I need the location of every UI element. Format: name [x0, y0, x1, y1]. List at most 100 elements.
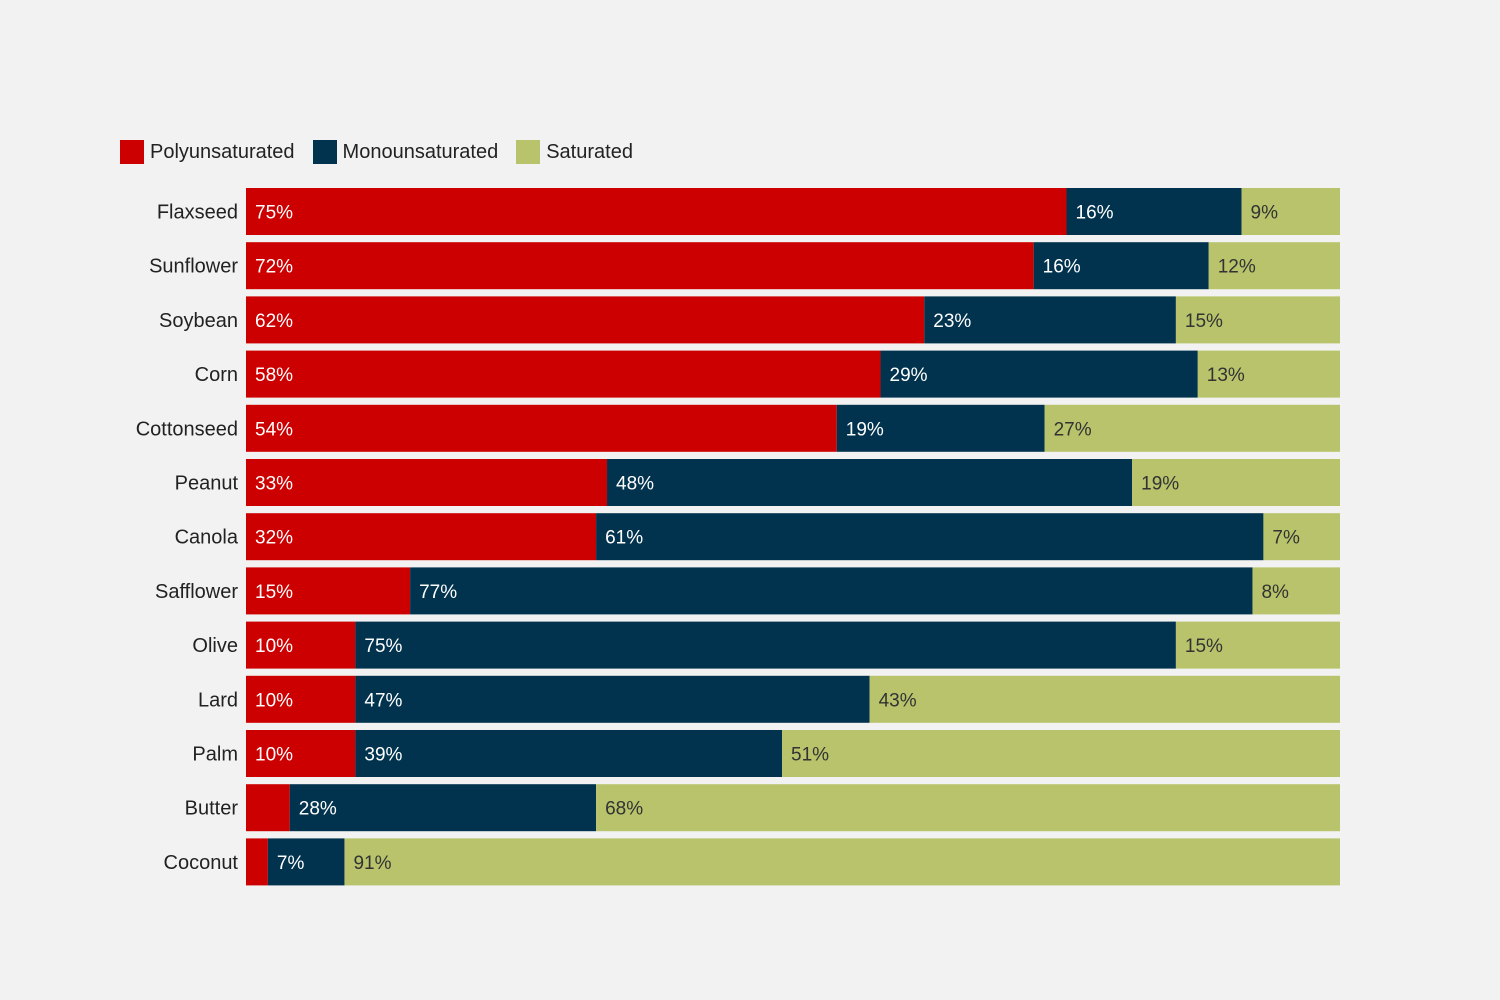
category-label-lard: Lard	[198, 689, 238, 711]
category-label-canola: Canola	[175, 527, 239, 549]
legend-label-saturated: Saturated	[546, 140, 633, 163]
legend-swatch-monounsaturated	[312, 140, 337, 164]
category-label-sunflower: Sunflower	[149, 256, 238, 278]
category-label-soybean: Soybean	[159, 310, 238, 332]
bar-corn-polyunsaturated	[246, 350, 881, 398]
bar-olive-monounsaturated	[355, 621, 1176, 669]
data-label-sunflower-saturated: 12%	[1218, 257, 1256, 278]
bar-butter-saturated	[596, 784, 1340, 832]
category-label-butter: Butter	[185, 798, 239, 820]
bar-palm-monounsaturated	[355, 730, 783, 777]
legend-swatch-polyunsaturated	[120, 140, 144, 164]
bar-peanut-polyunsaturated	[246, 459, 608, 506]
data-label-safflower-monounsaturated: 77%	[419, 582, 457, 603]
bar-coconut-monounsaturated	[267, 838, 345, 886]
bar-palm-polyunsaturated	[246, 730, 356, 777]
legend-label-monounsaturated: Monounsaturated	[342, 140, 499, 163]
data-label-flaxseed-polyunsaturated: 75%	[255, 203, 293, 224]
category-label-coconut: Coconut	[164, 852, 239, 874]
data-label-palm-saturated: 51%	[791, 745, 829, 766]
bar-olive-saturated	[1175, 621, 1340, 669]
bar-sunflower-polyunsaturated	[246, 242, 1034, 290]
data-label-sunflower-polyunsaturated: 72%	[255, 257, 293, 278]
bar-corn-saturated	[1197, 350, 1340, 398]
bar-soybean-monounsaturated	[924, 296, 1176, 344]
data-label-olive-saturated: 15%	[1185, 636, 1223, 657]
data-label-flaxseed-saturated: 9%	[1251, 203, 1279, 224]
bar-cottonseed-monounsaturated	[836, 404, 1045, 452]
data-label-soybean-saturated: 15%	[1185, 311, 1223, 332]
legend-item-polyunsaturated: Polyunsaturated	[120, 140, 295, 164]
data-label-soybean-polyunsaturated: 62%	[255, 311, 293, 332]
bar-corn-monounsaturated	[880, 350, 1198, 398]
category-label-palm: Palm	[192, 744, 238, 766]
data-label-peanut-monounsaturated: 48%	[616, 474, 654, 495]
data-label-palm-polyunsaturated: 10%	[255, 745, 293, 766]
legend-swatch-saturated	[516, 140, 541, 164]
category-label-corn: Corn	[195, 364, 238, 386]
bar-lard-monounsaturated	[355, 675, 870, 723]
data-label-canola-polyunsaturated: 32%	[255, 528, 293, 549]
data-label-coconut-monounsaturated: 7%	[277, 853, 305, 874]
data-label-safflower-saturated: 8%	[1261, 582, 1289, 603]
bar-coconut-polyunsaturated	[246, 838, 268, 886]
bar-lard-saturated	[869, 675, 1340, 723]
data-label-butter-monounsaturated: 28%	[299, 799, 337, 820]
bar-palm-saturated	[782, 730, 1340, 777]
data-label-canola-saturated: 7%	[1272, 528, 1300, 549]
bar-peanut-monounsaturated	[607, 459, 1133, 506]
bar-sunflower-saturated	[1208, 242, 1340, 290]
bar-lard-polyunsaturated	[246, 675, 356, 723]
data-label-lard-polyunsaturated: 10%	[255, 690, 293, 711]
data-label-cottonseed-polyunsaturated: 54%	[255, 419, 293, 440]
bar-sunflower-monounsaturated	[1033, 242, 1209, 290]
bar-safflower-saturated	[1252, 567, 1340, 615]
data-label-peanut-saturated: 19%	[1141, 474, 1179, 495]
bar-canola-polyunsaturated	[246, 513, 597, 561]
bar-butter-polyunsaturated	[246, 784, 290, 832]
bar-butter-monounsaturated	[289, 784, 597, 832]
legend-label-polyunsaturated: Polyunsaturated	[150, 140, 295, 163]
bar-flaxseed-polyunsaturated	[246, 188, 1067, 235]
data-label-canola-monounsaturated: 61%	[605, 528, 643, 549]
data-label-soybean-monounsaturated: 23%	[933, 311, 971, 332]
data-label-olive-monounsaturated: 75%	[364, 636, 402, 657]
data-label-peanut-polyunsaturated: 33%	[255, 474, 293, 495]
bar-peanut-saturated	[1132, 459, 1340, 506]
data-label-butter-saturated: 68%	[605, 799, 643, 820]
category-label-olive: Olive	[192, 635, 238, 657]
category-label-safflower: Safflower	[155, 581, 238, 603]
bar-olive-polyunsaturated	[246, 621, 356, 669]
bar-coconut-saturated	[344, 838, 1341, 886]
bar-safflower-polyunsaturated	[246, 567, 411, 615]
bar-cottonseed-polyunsaturated	[246, 404, 837, 452]
data-label-cottonseed-monounsaturated: 19%	[846, 419, 884, 440]
bar-canola-saturated	[1263, 513, 1340, 561]
bar-safflower-monounsaturated	[410, 567, 1253, 615]
data-label-lard-monounsaturated: 47%	[364, 690, 402, 711]
data-label-coconut-saturated: 91%	[353, 853, 391, 874]
legend-item-monounsaturated: Monounsaturated	[312, 140, 499, 164]
bar-cottonseed-saturated	[1044, 404, 1340, 452]
data-label-corn-monounsaturated: 29%	[890, 365, 928, 386]
data-label-flaxseed-monounsaturated: 16%	[1076, 203, 1114, 224]
data-label-safflower-polyunsaturated: 15%	[255, 582, 293, 603]
category-label-flaxseed: Flaxseed	[157, 202, 238, 224]
data-label-olive-polyunsaturated: 10%	[255, 636, 293, 657]
data-label-corn-saturated: 13%	[1207, 365, 1245, 386]
data-label-lard-saturated: 43%	[879, 690, 917, 711]
bar-soybean-polyunsaturated	[246, 296, 925, 344]
data-label-corn-polyunsaturated: 58%	[255, 365, 293, 386]
bar-flaxseed-saturated	[1241, 188, 1340, 235]
legend-item-saturated: Saturated	[516, 140, 633, 164]
category-label-peanut: Peanut	[175, 473, 239, 495]
data-label-palm-monounsaturated: 39%	[364, 745, 402, 766]
data-label-sunflower-monounsaturated: 16%	[1043, 257, 1081, 278]
legend: Polyunsaturated Monounsaturated Saturate…	[120, 138, 651, 166]
category-label-cottonseed: Cottonseed	[136, 418, 238, 440]
data-label-cottonseed-saturated: 27%	[1054, 419, 1092, 440]
bar-canola-monounsaturated	[596, 513, 1264, 561]
bar-soybean-saturated	[1175, 296, 1340, 344]
